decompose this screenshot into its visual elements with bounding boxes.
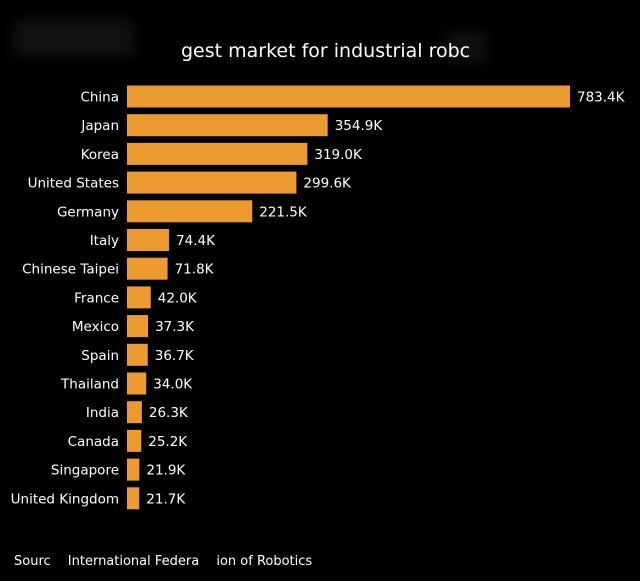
value-label-united-states: 299.6K bbox=[303, 176, 352, 192]
category-label-india: India bbox=[86, 405, 119, 421]
value-label-canada: 25.2K bbox=[148, 434, 188, 450]
bar-china bbox=[127, 85, 570, 108]
bar-canada bbox=[127, 429, 142, 452]
bar-italy bbox=[127, 229, 170, 251]
bar-chart: China 783.4K Japan 354.9K Korea 319.0K United … bbox=[11, 85, 626, 510]
category-label-mexico: Mexico bbox=[72, 319, 119, 335]
value-label-france: 42.0K bbox=[158, 290, 198, 306]
bar-japan bbox=[127, 114, 328, 137]
value-label-india: 26.3K bbox=[149, 405, 189, 421]
value-label-korea: 319.0K bbox=[314, 147, 363, 163]
category-label-spain: Spain bbox=[81, 348, 119, 364]
value-label-thailand: 34.0K bbox=[153, 377, 193, 393]
value-label-china: 783.4K bbox=[577, 90, 626, 106]
redacted-logo-area bbox=[14, 20, 134, 56]
category-label-united-kingdom: United Kingdom bbox=[11, 491, 119, 507]
category-label-germany: Germany bbox=[57, 204, 119, 220]
category-label-france: France bbox=[74, 290, 119, 306]
bar-singapore bbox=[127, 458, 140, 481]
bar-thailand bbox=[127, 372, 147, 395]
value-label-mexico: 37.3K bbox=[155, 319, 195, 335]
category-label-china: China bbox=[80, 90, 119, 106]
source-note: Sourc International Federa ion of Roboti… bbox=[14, 554, 313, 569]
category-label-korea: Korea bbox=[81, 147, 119, 163]
bar-korea bbox=[127, 142, 308, 165]
value-label-singapore: 21.9K bbox=[146, 463, 186, 479]
bar-germany bbox=[127, 200, 253, 223]
redacted-title-area bbox=[446, 32, 486, 62]
bar-france bbox=[127, 286, 151, 309]
chart-title: gest market for industrial robc bbox=[181, 40, 471, 62]
bar-india bbox=[127, 401, 142, 424]
value-label-japan: 354.9K bbox=[335, 118, 384, 134]
category-label-united-states: United States bbox=[28, 176, 119, 192]
value-label-chinese-taipei: 71.8K bbox=[175, 262, 215, 278]
category-label-italy: Italy bbox=[90, 233, 119, 249]
category-label-thailand: Thailand bbox=[60, 377, 119, 393]
value-label-united-kingdom: 21.7K bbox=[146, 491, 186, 507]
value-label-germany: 221.5K bbox=[259, 204, 308, 220]
bar-spain bbox=[127, 343, 148, 366]
bar-mexico bbox=[127, 315, 149, 338]
category-label-japan: Japan bbox=[80, 118, 119, 134]
bar-united-kingdom bbox=[127, 487, 140, 510]
category-label-singapore: Singapore bbox=[51, 463, 119, 479]
category-label-chinese-taipei: Chinese Taipei bbox=[22, 262, 119, 278]
value-label-spain: 36.7K bbox=[155, 348, 195, 364]
category-label-canada: Canada bbox=[68, 434, 119, 450]
value-label-italy: 74.4K bbox=[176, 233, 216, 249]
bar-united-states bbox=[127, 171, 297, 194]
bar-chinese-taipei bbox=[127, 257, 168, 280]
